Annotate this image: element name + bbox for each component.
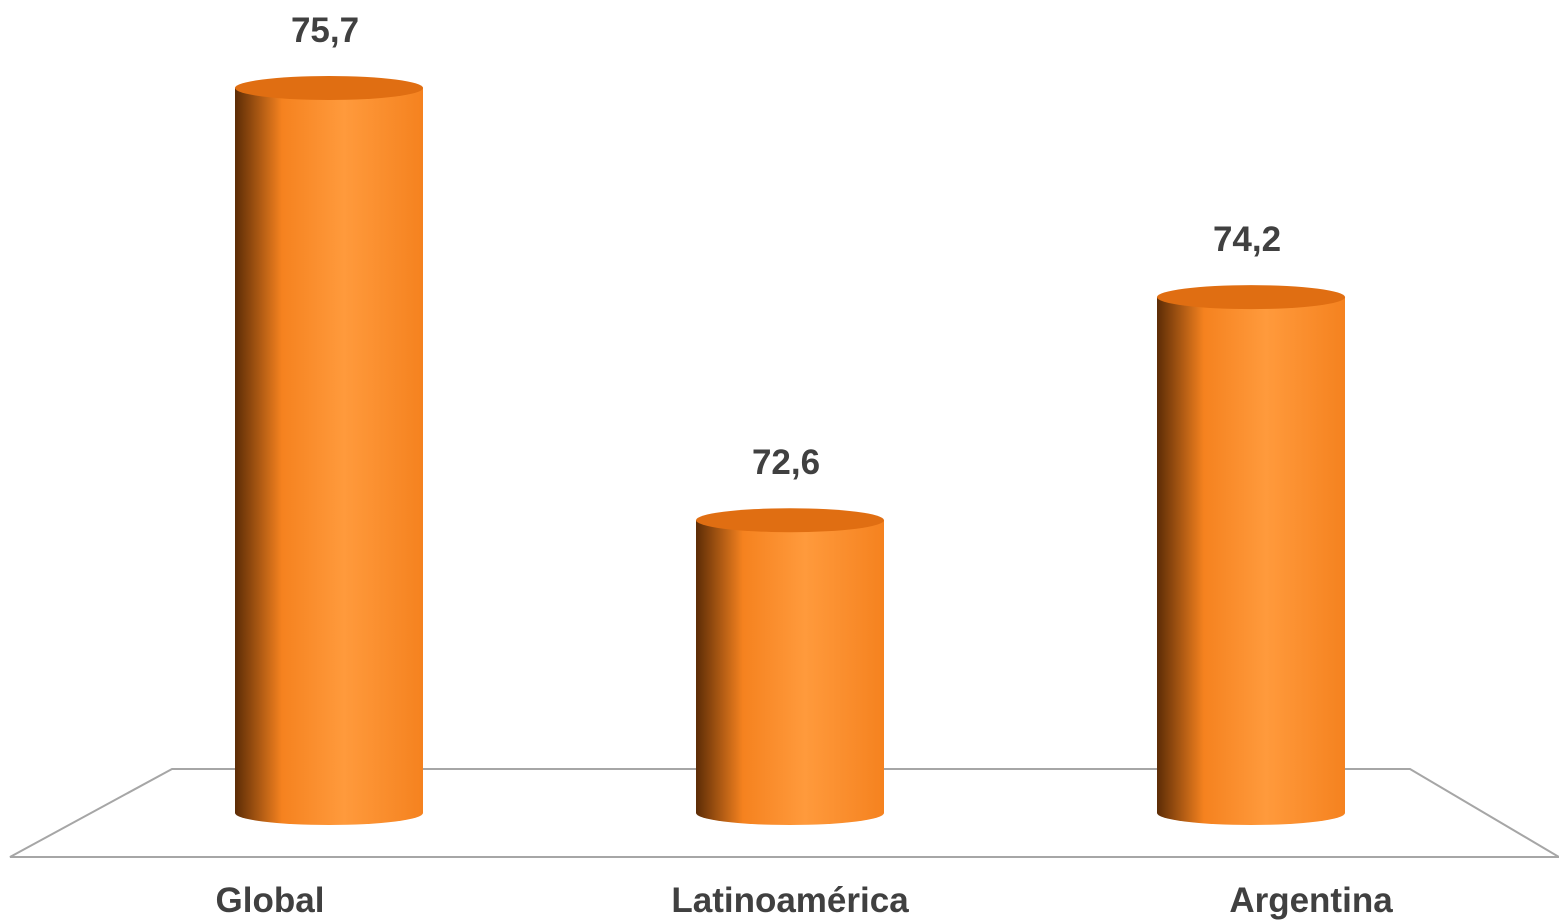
category-labels-group: Global Latinoamérica Argentina: [216, 881, 1394, 920]
bar-latinoamerica: [696, 508, 884, 825]
bar-argentina: [1157, 285, 1345, 825]
category-label-latinoamerica: Latinoamérica: [671, 881, 909, 920]
category-label-argentina: Argentina: [1229, 881, 1393, 920]
value-label-global: 75,7: [291, 11, 359, 50]
bar-top: [696, 508, 884, 533]
value-label-latinoamerica: 72,6: [752, 443, 820, 482]
value-label-argentina: 74,2: [1213, 220, 1281, 259]
bar-body: [696, 520, 884, 825]
bar-top: [1157, 285, 1345, 310]
bar-body: [235, 88, 423, 825]
bars-group: [235, 76, 1345, 825]
category-label-global: Global: [216, 881, 325, 920]
bar-body: [1157, 297, 1345, 825]
chart-floor: [9, 768, 1559, 858]
bar-top: [235, 76, 423, 100]
value-labels-group: 75,7 72,6 74,2: [291, 11, 1281, 482]
bar-global: [235, 76, 423, 825]
